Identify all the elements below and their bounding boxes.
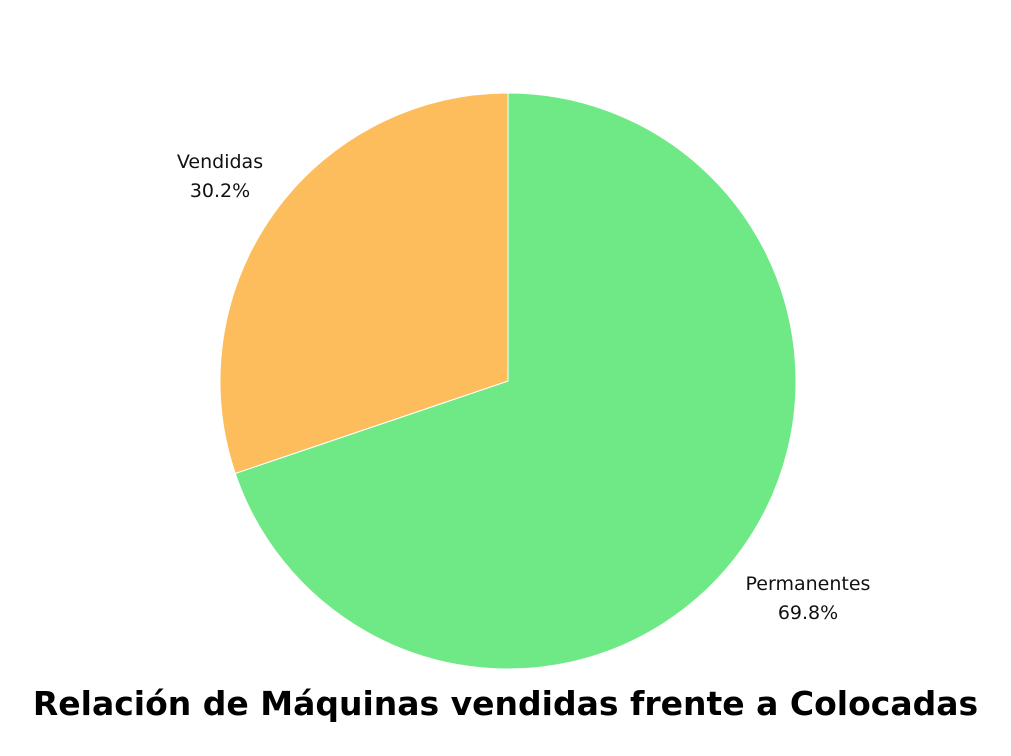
slice-value-vendidas: 30.2%: [190, 180, 250, 202]
pie-slice-vendidas: [219, 92, 509, 475]
slice-label-vendidas: Vendidas: [177, 151, 263, 173]
pie-slice-permanentes: [234, 92, 797, 670]
chart-title: Relación de Máquinas vendidas frente a C…: [32, 684, 979, 723]
slice-label-permanentes: Permanentes: [746, 573, 871, 595]
slice-value-permanentes: 69.8%: [778, 602, 838, 624]
pie-slices: [219, 92, 797, 670]
